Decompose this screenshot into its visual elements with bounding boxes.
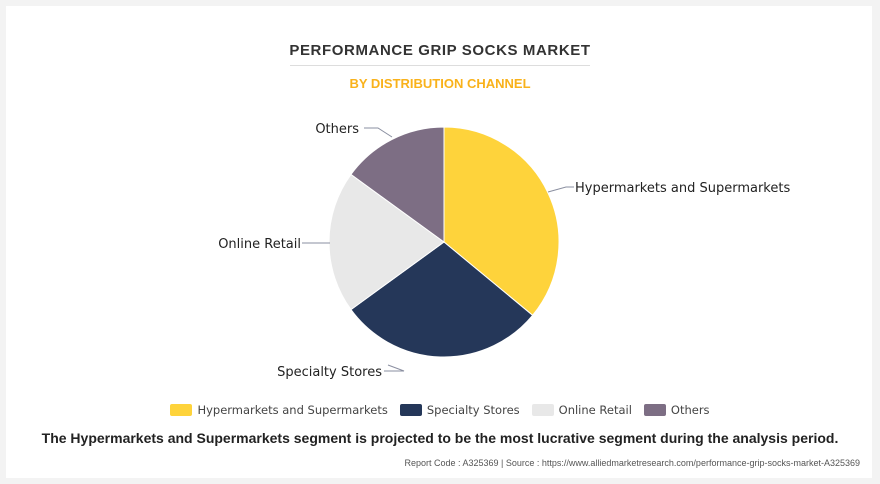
legend-item[interactable]: Others [643, 403, 710, 417]
slice-labels: Hypermarkets and Supermarkets Specialty S… [218, 122, 790, 380]
leader-line [384, 364, 405, 372]
legend-label: Online Retail [558, 403, 632, 417]
legend-swatch [531, 404, 554, 416]
legend-label: Hypermarkets and Supermarkets [197, 403, 388, 417]
chart-title: PERFORMANCE GRIP SOCKS MARKET [289, 42, 591, 59]
source-note: Report Code : A325369 | Source : https:/… [404, 458, 860, 468]
slice-label: Specialty Stores [277, 365, 382, 380]
pie-slice-hypermarkets-and-supermarkets [443, 126, 560, 317]
legend-item[interactable]: Online Retail [531, 403, 632, 417]
slice-label: Others [315, 122, 359, 137]
pie-slices [328, 126, 560, 358]
slice-label: Online Retail [218, 237, 301, 252]
chart-headline: The Hypermarkets and Supermarkets segmen… [41, 430, 839, 446]
legend-item[interactable]: Specialty Stores [399, 403, 520, 417]
slice-leader-lines [302, 127, 574, 372]
legend-label: Others [670, 403, 710, 417]
legend-swatch [170, 404, 193, 416]
legend-item[interactable]: Hypermarkets and Supermarkets [170, 403, 388, 417]
chart-subtitle: BY DISTRIBUTION CHANNEL [349, 76, 531, 91]
pie-slice-specialty-stores [350, 241, 534, 358]
pie-slice-others [350, 126, 445, 243]
legend-swatch [643, 404, 666, 416]
legend-swatch [399, 404, 422, 416]
leader-line [364, 127, 393, 138]
slice-label: Hypermarkets and Supermarkets [575, 181, 790, 196]
leader-line [547, 186, 574, 193]
legend-label: Specialty Stores [426, 403, 520, 417]
title-divider [290, 65, 590, 66]
pie-slice-online-retail [328, 173, 445, 311]
chart-legend: Hypermarkets and Supermarkets Specialty S… [0, 403, 880, 417]
